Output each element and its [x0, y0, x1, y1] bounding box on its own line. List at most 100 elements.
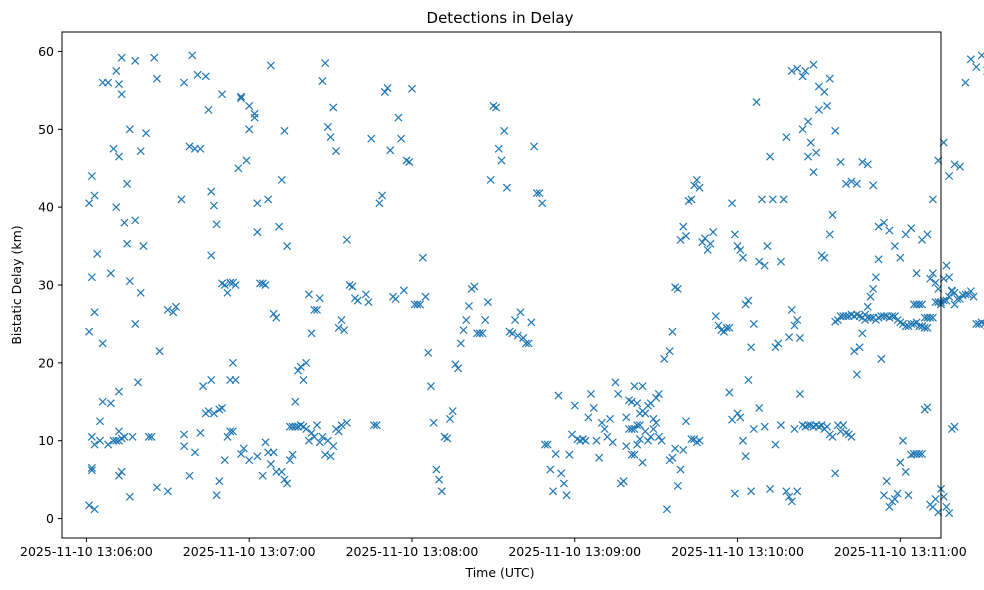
data-point [706, 239, 715, 248]
data-point [736, 413, 745, 422]
y-axis: 0 10 20 30 40 50 60 [38, 44, 62, 526]
data-point [660, 354, 669, 363]
x-tick-label: 2025-11-10 13:09:00 [508, 544, 641, 559]
data-point [828, 432, 837, 441]
data-point [831, 126, 840, 135]
data-point [622, 413, 631, 422]
data-point [228, 358, 237, 367]
data-point [353, 296, 362, 305]
data-point [109, 144, 118, 153]
data-point [638, 458, 647, 467]
data-point [405, 157, 414, 167]
data-point [793, 64, 802, 73]
data-point [169, 308, 178, 317]
data-point [296, 362, 305, 371]
data-point [123, 239, 132, 248]
data-point [928, 313, 937, 322]
data-point [95, 417, 105, 426]
data-point [774, 339, 783, 348]
data-point [825, 74, 834, 83]
y-tick-label: 0 [46, 511, 54, 526]
data-point [98, 339, 107, 348]
data-point [654, 432, 663, 441]
data-point [204, 105, 213, 114]
data-point [795, 333, 804, 342]
data-point [245, 101, 254, 110]
data-point [793, 487, 802, 496]
data-point [584, 413, 593, 422]
data-point [793, 316, 802, 325]
data-point [448, 407, 457, 416]
data-point [302, 424, 311, 434]
data-point [209, 409, 218, 418]
data-point [627, 424, 636, 434]
data-point [532, 189, 541, 198]
data-point [942, 296, 951, 305]
data-point [681, 231, 691, 240]
data-point [662, 505, 672, 514]
data-point [733, 409, 742, 418]
data-point [611, 378, 620, 387]
data-point [945, 273, 954, 282]
data-point [516, 308, 525, 317]
data-point [231, 375, 240, 384]
data-point [787, 305, 796, 314]
data-point [972, 319, 981, 328]
data-point [451, 360, 460, 369]
data-point [744, 296, 753, 305]
data-point [923, 323, 932, 332]
data-point [212, 491, 221, 500]
data-point [728, 199, 737, 208]
data-point [85, 199, 94, 208]
data-point [185, 471, 194, 480]
data-point [543, 440, 552, 449]
data-point [747, 487, 756, 496]
y-tick-label: 40 [38, 200, 54, 215]
data-point [117, 467, 126, 476]
data-point [581, 436, 590, 445]
data-point [928, 195, 937, 204]
data-point [502, 183, 511, 192]
data-point [177, 195, 186, 204]
data-point [885, 502, 894, 511]
data-point [285, 456, 294, 465]
data-point [180, 78, 189, 87]
data-point [144, 432, 153, 441]
data-point [478, 329, 487, 338]
data-point [250, 113, 259, 122]
data-point [307, 329, 316, 338]
data-point [215, 477, 224, 486]
data-point [842, 312, 851, 321]
data-point [302, 358, 311, 367]
data-point [329, 103, 338, 112]
data-point [266, 61, 275, 70]
data-point [397, 134, 406, 143]
data-point [904, 491, 913, 500]
data-point [880, 312, 889, 321]
data-point [557, 469, 566, 478]
data-point [380, 87, 389, 96]
data-point [768, 195, 777, 204]
data-point [133, 378, 142, 387]
data-point [597, 418, 606, 427]
data-point [787, 497, 796, 506]
data-point [416, 300, 425, 309]
data-point [280, 475, 289, 484]
data-point [665, 347, 674, 356]
data-point [877, 354, 886, 363]
data-point [424, 348, 433, 357]
data-point [874, 222, 883, 231]
data-point [85, 327, 94, 336]
data-point [657, 436, 666, 445]
data-point [207, 187, 216, 196]
data-point [668, 327, 677, 336]
data-point [399, 286, 408, 295]
data-point [527, 318, 536, 327]
data-point [106, 269, 115, 278]
data-point [394, 113, 403, 122]
data-point [437, 487, 446, 496]
data-point [369, 421, 379, 430]
data-point [565, 450, 574, 459]
data-point [546, 465, 555, 474]
